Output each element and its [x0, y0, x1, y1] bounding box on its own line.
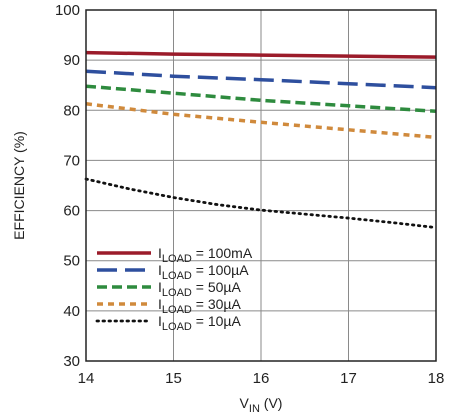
legend-label: ILOAD = 100mA [158, 245, 253, 265]
y-tick-label: 100 [55, 2, 80, 19]
y-tick-label: 50 [63, 253, 80, 270]
tick-labels: 30 40 50 60 70 80 90 100 14 15 16 17 18 [55, 2, 444, 387]
series-line-50ua [85, 84, 437, 114]
x-tick-label: 14 [78, 370, 95, 387]
x-tick-label: 15 [165, 370, 182, 387]
legend-label-value: = 30µA [192, 296, 242, 312]
legend-label-sub: LOAD [162, 270, 192, 282]
legend-label-value: = 50µA [192, 279, 242, 295]
plot-frame [85, 9, 437, 362]
x-axis-label-main: V [240, 395, 250, 411]
legend-label-value: = 10µA [192, 313, 242, 329]
legend-label-main: I [158, 296, 162, 312]
series-line-100ma [85, 50, 437, 59]
legend-label-value: = 100mA [192, 245, 253, 261]
legend-label-main: I [158, 245, 162, 261]
legend-label-main: I [158, 313, 162, 329]
y-tick-label: 90 [63, 52, 80, 69]
y-tick-label: 30 [63, 353, 80, 370]
legend-label-sub: LOAD [162, 253, 192, 265]
legend-label: ILOAD = 30µA [158, 296, 241, 316]
legend-label: ILOAD = 10µA [158, 313, 241, 333]
legend-label-main: I [158, 262, 162, 278]
x-axis-label-sub: IN [249, 403, 260, 415]
series-line-30ua [85, 102, 437, 140]
y-tick-label: 60 [63, 203, 80, 220]
legend-label-sub: LOAD [162, 321, 192, 333]
y-tick-label: 80 [63, 102, 80, 119]
x-tick-label: 17 [340, 370, 357, 387]
x-tick-label: 18 [428, 370, 445, 387]
grid [85, 9, 437, 362]
series-line-10ua [84, 177, 438, 230]
y-tick-label: 70 [63, 152, 80, 169]
y-tick-label: 40 [63, 303, 80, 320]
legend-label-value: = 100µA [192, 262, 249, 278]
series-line-100ua [85, 69, 437, 90]
legend-label-sub: LOAD [162, 304, 192, 316]
series-lines [84, 50, 438, 230]
y-axis-label: EFFICIENCY (%) [11, 131, 27, 240]
legend-label-main: I [158, 279, 162, 295]
legend-label: ILOAD = 50µA [158, 279, 241, 299]
legend-label-sub: LOAD [162, 287, 192, 299]
x-tick-label: 16 [253, 370, 270, 387]
x-axis-label: VIN (V) [240, 395, 283, 415]
x-axis-label-suffix: (V) [260, 395, 283, 411]
legend-label: ILOAD = 100µA [158, 262, 249, 282]
